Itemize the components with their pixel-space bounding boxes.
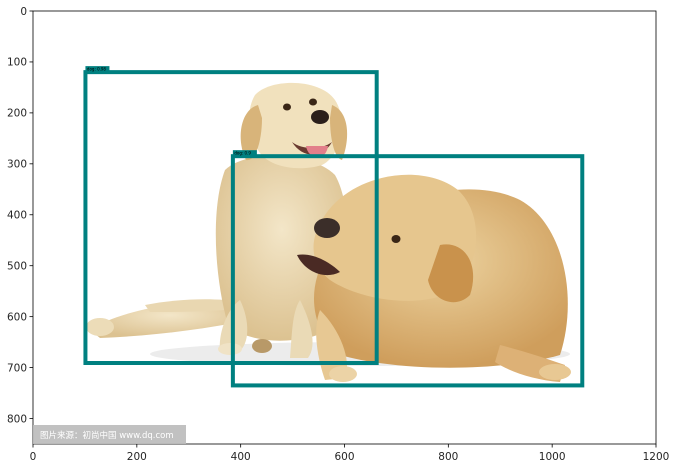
y-tick-label: 300 bbox=[7, 159, 27, 171]
x-tick-label: 200 bbox=[127, 451, 147, 463]
x-tick-label: 400 bbox=[231, 451, 251, 463]
detection-label: dog: 0.9 bbox=[234, 151, 251, 156]
x-tick-label: 1000 bbox=[539, 451, 566, 463]
y-tick-label: 600 bbox=[7, 311, 27, 323]
y-tick-label: 700 bbox=[7, 362, 27, 374]
y-tick-label: 0 bbox=[20, 6, 27, 18]
y-tick-label: 800 bbox=[7, 413, 27, 425]
detection-label-bg bbox=[232, 150, 257, 157]
x-tick-label: 0 bbox=[30, 451, 37, 463]
watermark: 图片来源：初尚中国 www.dq.com bbox=[33, 425, 186, 444]
dog-photo bbox=[33, 11, 656, 444]
detection-label: dog: 0.98 bbox=[87, 67, 107, 72]
y-tick-label: 100 bbox=[7, 57, 27, 69]
detection-box bbox=[230, 154, 585, 388]
y-tick-label: 400 bbox=[7, 210, 27, 222]
x-axis: 0 200 400 600 800 1000 1200 bbox=[30, 444, 670, 463]
detection-boxes: dog: 0.98 dog: 0.9 bbox=[83, 66, 585, 388]
watermark-text: 图片来源：初尚中国 www.dq.com bbox=[40, 430, 174, 441]
y-tick-label: 500 bbox=[7, 261, 27, 273]
puppy bbox=[86, 82, 348, 358]
x-tick-label: 1200 bbox=[643, 451, 670, 463]
y-axis: 0 100 200 300 400 500 600 700 800 bbox=[7, 6, 33, 425]
detection-label-bg bbox=[85, 66, 110, 73]
x-tick-label: 800 bbox=[438, 451, 458, 463]
y-tick-label: 200 bbox=[7, 108, 27, 120]
x-tick-label: 600 bbox=[334, 451, 354, 463]
